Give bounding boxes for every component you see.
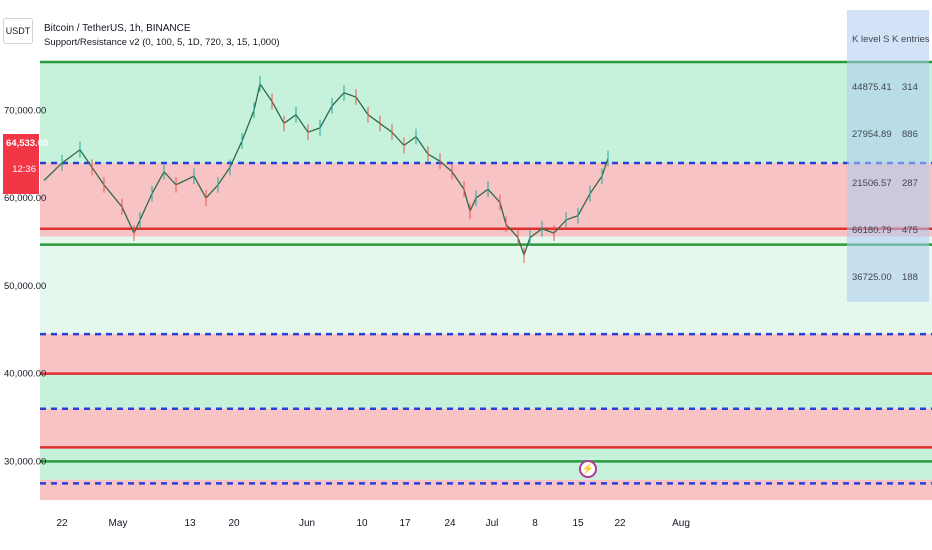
y-tick-label: 40,000.00 (4, 369, 46, 380)
indicator-title[interactable]: Support/Resistance v2 (0, 100, 5, 1D, 72… (44, 37, 280, 48)
zone-band (40, 373, 932, 409)
zone-band (40, 162, 932, 237)
zone-band (40, 236, 932, 335)
table-header: K entries N (892, 34, 932, 45)
x-tick-label: 15 (572, 518, 584, 529)
x-tick-label: 10 (356, 518, 368, 529)
current-price-badge: 64,533.00 12:36 (3, 134, 49, 194)
price-series (43, 76, 609, 264)
x-tick-label: May (109, 518, 128, 529)
zone-band (40, 447, 932, 480)
chart-header: Bitcoin / TetherUS, 1h, BINANCE Support/… (44, 22, 280, 50)
x-axis: 22 May 13 20 Jun 10 17 24 Jul 8 15 22 Aug (56, 518, 689, 529)
levels-table: K level S K entries N 44875.41 314 27954… (847, 10, 932, 302)
x-tick-label: Aug (672, 518, 690, 529)
x-tick-label: Jun (299, 518, 315, 529)
table-cell: 188 (902, 272, 918, 283)
x-tick-label: Jul (486, 518, 499, 529)
zone-band (40, 334, 932, 374)
table-cell: 36725.00 (852, 272, 892, 283)
table-cell: 886 (902, 129, 918, 140)
y-tick-label: 70,000.00 (4, 105, 46, 116)
table-cell: 21506.57 (852, 178, 892, 189)
table-cell: 44875.41 (852, 82, 892, 93)
current-price: 64,533.00 (6, 138, 49, 149)
x-tick-label: 13 (184, 518, 196, 529)
y-tick-label: 30,000.00 (4, 456, 46, 467)
price-line (43, 82, 609, 258)
table-cell: 475 (902, 225, 918, 236)
table-cell: 287 (902, 178, 918, 189)
table-cell: 314 (902, 82, 918, 93)
y-tick-label: 50,000.00 (4, 281, 46, 292)
x-tick-label: 17 (399, 518, 411, 529)
levels (40, 60, 932, 485)
x-tick-label: 20 (228, 518, 240, 529)
x-tick-label: 22 (614, 518, 626, 529)
x-tick-label: 22 (56, 518, 68, 529)
zones (40, 62, 932, 500)
zone-band (40, 62, 932, 163)
table-header: K level S (852, 34, 890, 45)
y-axis: 70,000.00 60,000.00 50,000.00 40,000.00 30,0… (4, 105, 46, 467)
symbol-title: Bitcoin / TetherUS, 1h, BINANCE (44, 23, 191, 34)
y-tick-label: 60,000.00 (4, 193, 46, 204)
bar-countdown: 12:36 (12, 164, 36, 175)
lightning-bolt-icon[interactable]: ⚡ (579, 460, 597, 478)
zone-band (40, 479, 932, 500)
currency-button[interactable]: USDT (3, 18, 33, 44)
zone-band (40, 408, 932, 448)
table-cell: 27954.89 (852, 129, 892, 140)
table-cell: 66180.79 (852, 225, 892, 236)
x-tick-label: 24 (444, 518, 456, 529)
x-tick-label: 8 (532, 518, 538, 529)
